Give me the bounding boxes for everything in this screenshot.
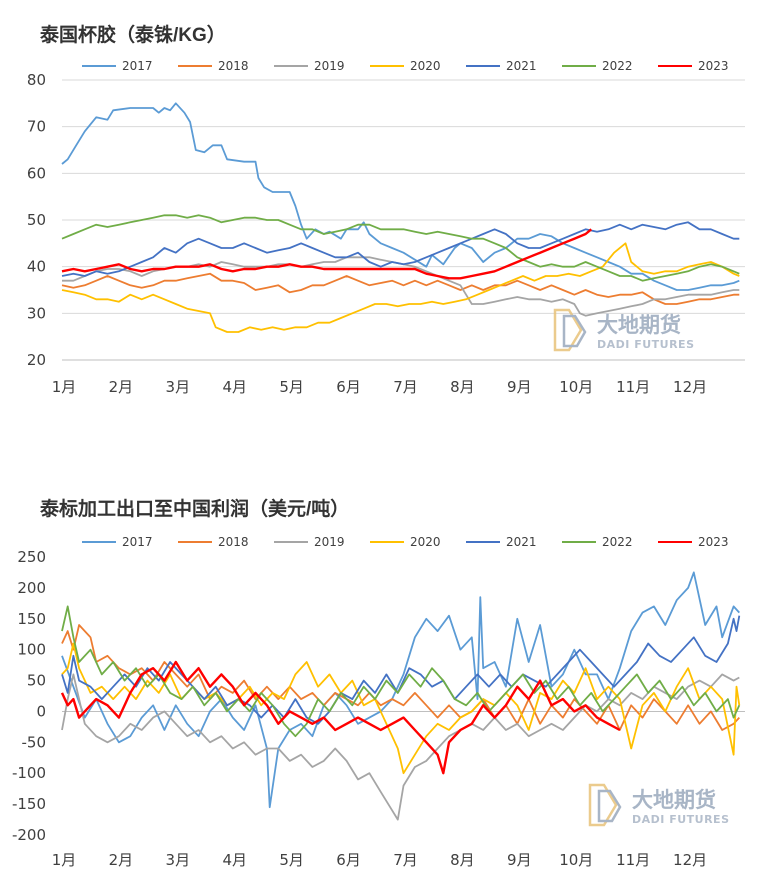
x-tick-label: 9月 [507,851,532,869]
y-tick-label: -50 [22,733,47,751]
x-tick-label: 6月 [336,851,361,869]
x-tick-label: 12月 [673,378,707,396]
watermark-text-cn: 大地期货 [632,788,716,812]
x-tick-label: 2月 [109,851,134,869]
x-tick-label: 11月 [616,378,650,396]
rubber-cup-price-chart: 20 30 40 50 60 70 80 1月 2月 3月 4月 5月 6月 7月 8月 9月 10月 11月 12… [27,59,745,396]
x-tick-label: 3月 [166,851,191,869]
chart-panel-export-profit: 泰标加工出口至中国利润（美元/吨） -200 -150 -100 -50 0 50 100 1… [0,470,767,886]
y-tick-label: -200 [12,826,46,844]
series-line-2017 [61,102,740,291]
watermark-text-en: DADI FUTURES [597,338,695,351]
x-tick-label: 9月 [507,378,532,396]
y-tick-label: 40 [27,258,46,276]
x-tick-label: 11月 [616,851,650,869]
x-tick-label: 1月 [52,851,77,869]
x-tick-label: 5月 [279,378,304,396]
y-tick-label: 70 [27,118,46,136]
x-tick-label: 5月 [279,851,304,869]
y-tick-label: 20 [27,351,46,369]
series-line-2021 [61,221,740,277]
legend-label-2017: 2017 [122,535,153,549]
x-tick-label: 8月 [450,851,475,869]
legend-label-2019: 2019 [314,59,345,73]
series-line-2019 [62,256,740,317]
y-tick-label: 0 [36,702,46,720]
legend-label-2018: 2018 [218,535,249,549]
legend-label-2020: 2020 [410,59,441,73]
series-line-2023 [61,228,593,280]
x-tick-label: 10月 [559,378,593,396]
y-tick-label: 80 [27,71,46,89]
y-tick-label: -150 [12,795,46,813]
series-line-2023 [60,660,621,775]
y-tick-label: 30 [27,304,46,322]
legend-label-2021: 2021 [506,59,537,73]
export-profit-chart: -200 -150 -100 -50 0 50 100 150 200 250 1月 2月 3月 4月 5月… [12,535,745,869]
legend-label-2019: 2019 [314,535,345,549]
series-line-2018 [61,624,740,731]
series-line-2020 [61,242,740,333]
x-tick-label: 3月 [166,378,191,396]
y-tick-label: 50 [27,211,46,229]
x-tick-label: 4月 [222,378,247,396]
x-tick-label: 6月 [336,378,361,396]
x-tick-label: 2月 [109,378,134,396]
chart-title: 泰国杯胶（泰铢/KG） [40,25,226,46]
legend-label-2018: 2018 [218,59,249,73]
series-line-2019 [61,673,740,821]
x-tick-label: 4月 [222,851,247,869]
y-tick-label: 100 [17,641,46,659]
series-line-2018 [61,272,740,305]
series-line-2021 [61,615,741,725]
x-tick-label: 8月 [450,378,475,396]
y-tick-label: 200 [17,579,46,597]
legend-label-2022: 2022 [602,535,633,549]
watermark-text-cn: 大地期货 [597,313,681,337]
x-tick-label: 7月 [393,378,418,396]
watermark-text-en: DADI FUTURES [632,813,730,826]
y-tick-label: 50 [27,672,46,690]
series-line-2017 [61,571,740,809]
legend-label-2017: 2017 [122,59,153,73]
series-line-2022 [61,214,740,282]
legend-label-2023: 2023 [698,59,729,73]
chart-panel-rubber-cup-price: 泰国杯胶（泰铢/KG） 20 30 40 50 60 70 80 1月 2月 3月 4月 5月 6月 7月… [0,0,767,430]
legend-label-2023: 2023 [698,535,729,549]
legend-label-2020: 2020 [410,535,441,549]
chart-title: 泰标加工出口至中国利润（美元/吨） [40,499,350,520]
x-tick-label: 7月 [393,851,418,869]
y-tick-label: 150 [17,610,46,628]
legend-label-2022: 2022 [602,59,633,73]
y-tick-label: 250 [17,548,46,566]
x-tick-label: 10月 [559,851,593,869]
x-tick-label: 12月 [673,851,707,869]
y-tick-label: 60 [27,164,46,182]
series-line-2022 [61,605,741,738]
y-tick-label: -100 [12,764,46,782]
x-tick-label: 1月 [52,378,77,396]
legend-label-2021: 2021 [506,535,537,549]
